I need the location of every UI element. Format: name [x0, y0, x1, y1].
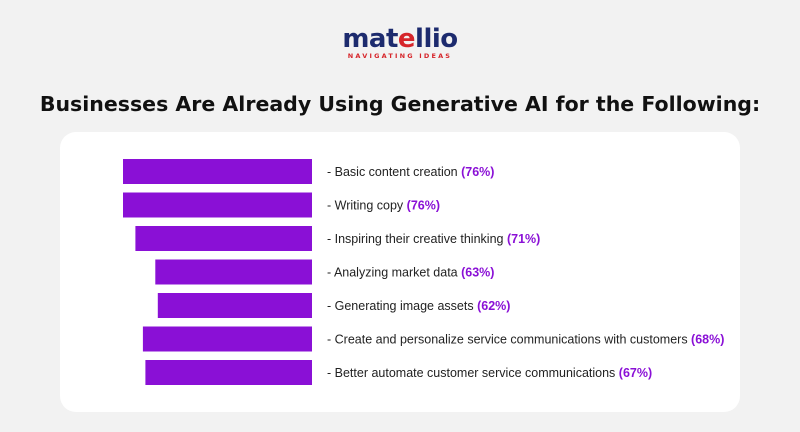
category-name: - Create and personalize service communi… [327, 333, 691, 347]
logo-word-rest: llio [415, 24, 458, 54]
bar [142, 326, 312, 352]
bar [135, 226, 312, 251]
value-label: (71%) [507, 232, 540, 246]
bar-chart: - Basic content creation (76%)- Writing … [123, 159, 724, 385]
bar [123, 192, 312, 218]
category-name: - Analyzing market data [327, 266, 461, 280]
value-label: (67%) [619, 366, 652, 380]
value-label: (76%) [407, 199, 440, 213]
logo-word-accent: e [397, 24, 416, 54]
category-name: - Inspiring their creative thinking [327, 232, 507, 246]
category-name: - Generating image assets [327, 299, 477, 313]
chart-card: - Basic content creation (76%) - Writing … [60, 132, 740, 412]
category-label: - Basic content creation (76%) [327, 165, 494, 179]
value-label: (62%) [477, 299, 510, 313]
bar [123, 159, 312, 184]
page-title: Businesses Are Already Using Generative … [39, 92, 761, 116]
category-label: - Writing copy (76%) [327, 199, 440, 213]
bar [155, 259, 312, 285]
value-label: (76%) [461, 165, 494, 179]
bar [157, 293, 312, 318]
logo-word-main: mat [342, 24, 398, 54]
logo-tagline: NAVIGATING IDEAS [347, 52, 453, 60]
value-label: (63%) [461, 266, 494, 280]
category-name: - Better automate customer service commu… [327, 366, 619, 380]
brand-logo: matellio NAVIGATING IDEAS [0, 24, 800, 60]
value-label: (68%) [691, 333, 724, 347]
category-label: - Better automate customer service commu… [327, 366, 652, 380]
category-name: - Basic content creation [327, 165, 461, 179]
category-name: - Writing copy [327, 199, 407, 213]
category-label: - Generating image assets (62%) [327, 299, 510, 313]
logo-wordmark: matellio [0, 24, 800, 54]
category-label: - Inspiring their creative thinking (71%… [327, 232, 540, 246]
category-label: - Create and personalize service communi… [327, 333, 724, 347]
bar [145, 360, 312, 385]
category-label: - Analyzing market data (63%) [327, 266, 494, 280]
